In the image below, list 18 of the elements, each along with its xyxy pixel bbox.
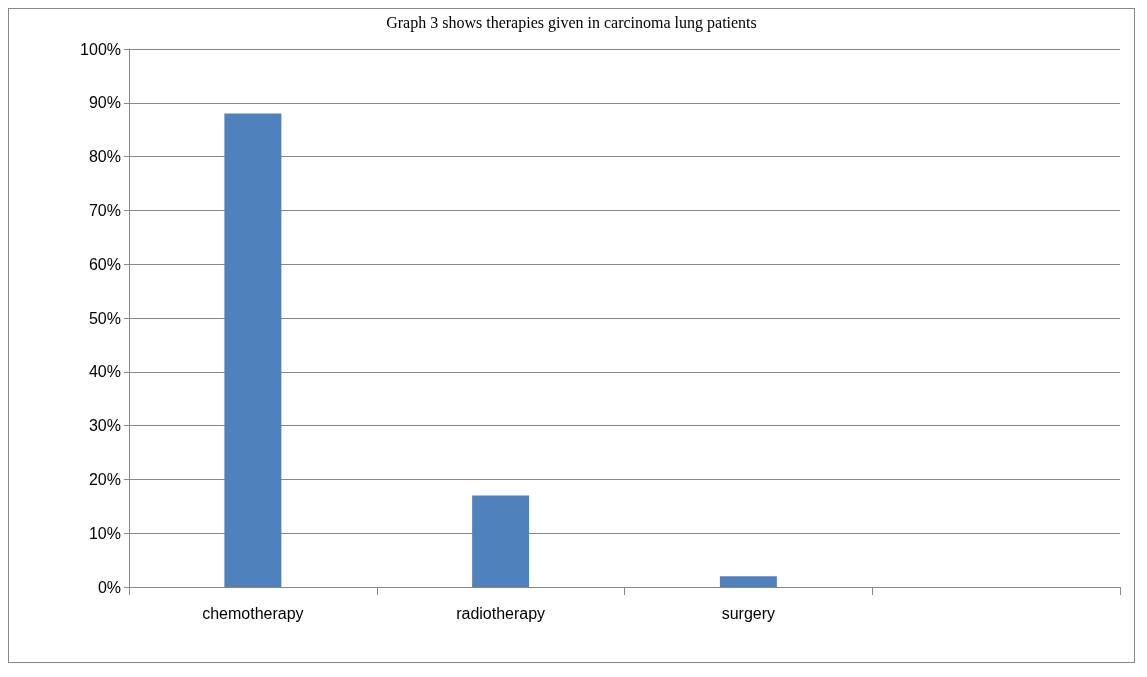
y-tick-label: 70% — [88, 201, 121, 219]
y-tick-label: 30% — [88, 417, 121, 435]
y-tick-label: 20% — [88, 470, 121, 488]
y-tick-label: 50% — [88, 309, 121, 327]
y-tick-label: 100% — [80, 40, 121, 58]
x-tick-label: chemotherapy — [202, 604, 304, 622]
bar — [472, 495, 530, 587]
y-tick-label: 60% — [88, 255, 121, 273]
y-tick-label: 0% — [97, 578, 121, 596]
chart-title: Graph 3 shows therapies given in carcinoma lung patients — [386, 13, 757, 32]
y-tick-label: 90% — [88, 94, 121, 112]
x-tick-label: surgery — [721, 604, 776, 622]
bar — [224, 113, 282, 587]
y-tick-label: 10% — [88, 524, 121, 542]
x-tick-label: radiotherapy — [456, 604, 546, 622]
y-tick-label: 80% — [88, 148, 121, 166]
bar — [719, 576, 777, 587]
y-tick-label: 40% — [88, 363, 121, 381]
